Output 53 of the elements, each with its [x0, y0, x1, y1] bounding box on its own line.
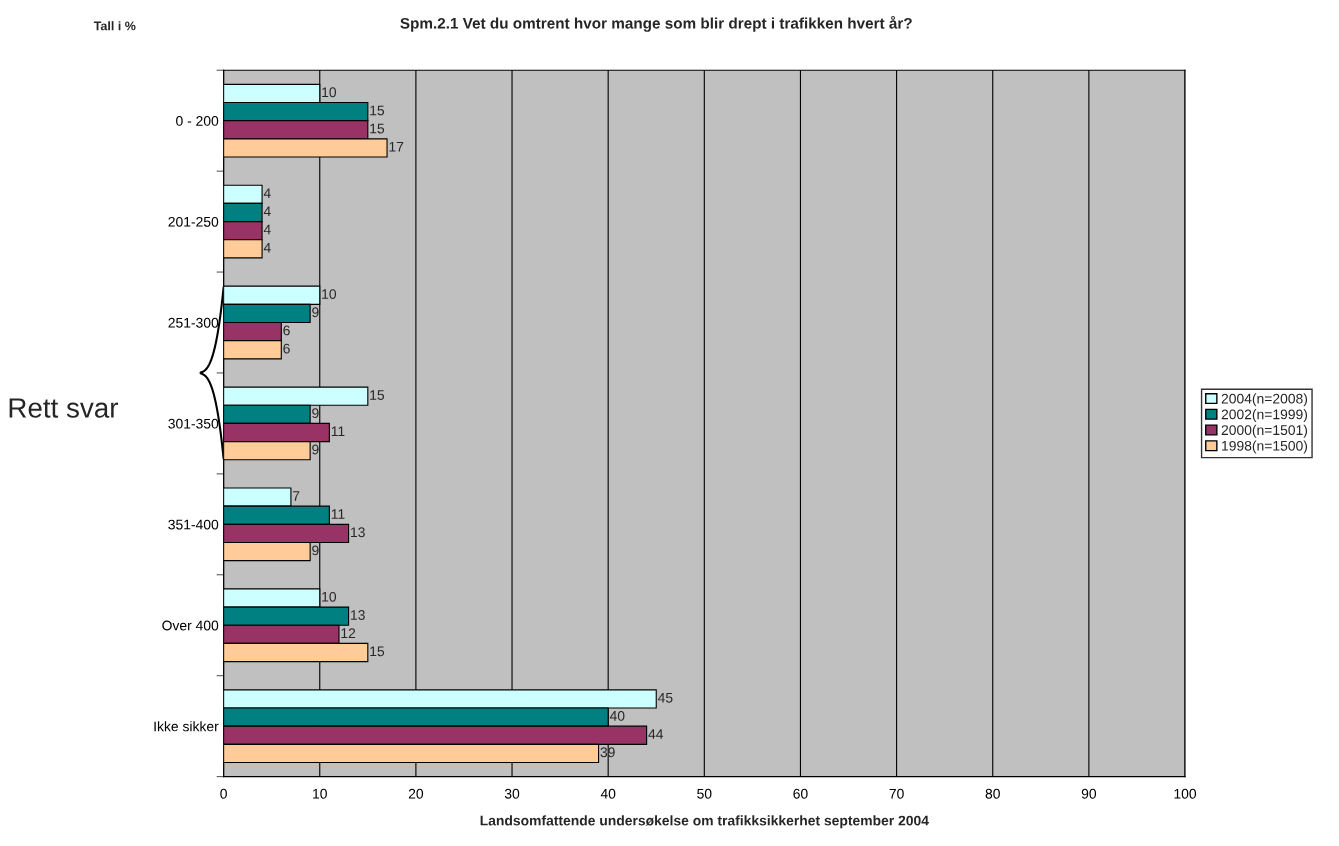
x-tick-label: 60: [793, 788, 808, 799]
y-tick-label: 251-300: [168, 317, 219, 328]
data-label: 9: [312, 545, 319, 556]
x-tick-label: 70: [889, 788, 904, 799]
data-label: 40: [609, 710, 625, 721]
y-tick-label: 201-250: [168, 216, 219, 227]
data-label: 44: [648, 729, 664, 739]
x-tick-label: 80: [985, 788, 1000, 799]
data-label: 10: [322, 87, 337, 98]
data-label: 11: [331, 426, 345, 437]
data-label: 15: [370, 105, 385, 116]
x-tick-label: 0: [220, 788, 227, 799]
data-label: 6: [283, 343, 290, 354]
x-tick-label: 40: [600, 788, 616, 799]
data-label: 15: [370, 646, 385, 657]
legend-label: 2004(n=2008): [1221, 393, 1308, 407]
data-label: 4: [263, 224, 271, 235]
data-label: 4: [263, 242, 271, 253]
data-label: 6: [283, 325, 290, 336]
data-label: 4: [263, 188, 271, 198]
legend-label: 1998(n=1500): [1222, 440, 1308, 454]
chart-title: Spm.2.1 Vet du omtrent hvor mange som blir drept i trafikken hvert år?: [400, 15, 912, 32]
legend-label: 2000(n=1501): [1221, 424, 1308, 438]
x-tick-label: 50: [697, 788, 712, 799]
data-label: 9: [312, 307, 319, 318]
y-tick-label: Over 400: [162, 620, 219, 631]
x-tick-label: 90: [1081, 788, 1097, 799]
data-label: 7: [293, 491, 300, 501]
y-tick-label: 351-400: [168, 519, 219, 530]
data-label: 13: [351, 610, 365, 620]
legend-label: 2002(n=1999): [1221, 409, 1308, 423]
data-label: 13: [351, 527, 365, 538]
data-label: 9: [312, 408, 319, 419]
y-tick-label: Ikke sikker: [154, 721, 219, 732]
x-tick-label: 10: [313, 788, 327, 799]
data-label: 12: [341, 628, 356, 638]
text: Rett svar: [9, 398, 119, 418]
data-label: 17: [389, 141, 404, 152]
x-tick-label: 30: [504, 788, 520, 799]
data-label: 9: [312, 444, 319, 455]
data-label: 10: [322, 591, 337, 602]
data-label: 10: [322, 289, 337, 299]
data-label: 11: [331, 509, 345, 519]
x-tick-label: 20: [408, 788, 424, 799]
data-label: 15: [370, 123, 385, 134]
data-label: 45: [657, 692, 673, 703]
data-label: 15: [370, 390, 385, 400]
text: Tall i %: [93, 21, 136, 31]
x-axis-title: Landsomfattende undersøkelse om trafikksikkerhet september 2004: [480, 815, 929, 829]
y-tick-label: 0 - 200: [176, 116, 219, 126]
data-label: 4: [263, 206, 271, 217]
x-tick-label: 100: [1174, 788, 1197, 799]
y-tick-label: 301-350: [168, 418, 219, 429]
